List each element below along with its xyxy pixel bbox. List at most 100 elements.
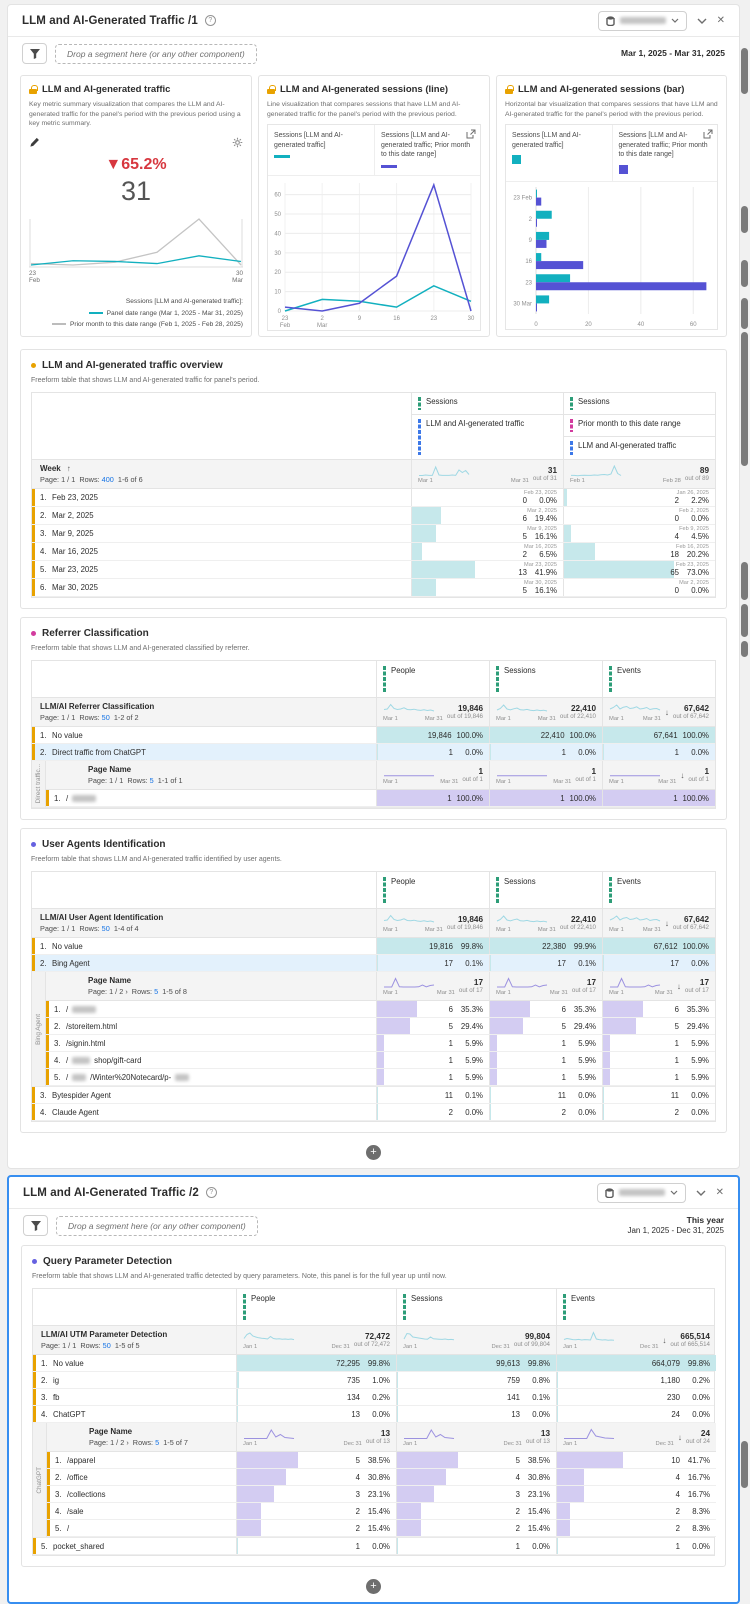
table-cell[interactable]: 1,180 0.2%	[556, 1372, 716, 1389]
table-cell[interactable]: 5 29.4%	[376, 1018, 489, 1034]
row-label[interactable]: 1. /	[46, 790, 376, 806]
row-label[interactable]: 4./sale	[47, 1503, 236, 1520]
segment-dropzone[interactable]: Drop a segment here (or any other compon…	[55, 43, 257, 64]
table-cell[interactable]: 4 16.7%	[556, 1469, 716, 1486]
table-cell[interactable]: 99,613 99.8%	[396, 1355, 556, 1372]
report-suite-dropdown[interactable]	[596, 1182, 686, 1203]
rows-count-link[interactable]: 5	[149, 776, 154, 785]
column-total-cell[interactable]: Mar 1 Mar 31 1 out of 1	[376, 761, 489, 789]
table-cell[interactable]: Mar 2, 2025 0 0.0%	[563, 579, 715, 597]
scrollbar-thumb[interactable]	[741, 641, 748, 657]
table-cell[interactable]: 1 0.0%	[489, 744, 602, 760]
table-cell[interactable]: 24 0.0%	[556, 1406, 716, 1423]
edit-pencil-icon[interactable]	[29, 137, 40, 148]
sort-descending-icon[interactable]: ↓	[677, 1432, 682, 1442]
add-visualization-button[interactable]: +	[366, 1145, 381, 1160]
table-cell[interactable]: 11 0.1%	[376, 1087, 489, 1103]
legend-item-current[interactable]: Sessions [LLM and AI-generated traffic]	[268, 125, 374, 174]
table-cell[interactable]: 17 0.0%	[602, 955, 715, 971]
table-cell[interactable]: 11 0.0%	[489, 1087, 602, 1103]
table-cell[interactable]: 2 0.0%	[602, 1104, 715, 1120]
table-pager[interactable]: Page: 1 / 1 Rows: 400 1-6 of 6	[40, 475, 143, 484]
sort-descending-icon[interactable]: ↓	[680, 770, 685, 780]
table-cell[interactable]: 13 0.0%	[396, 1406, 556, 1423]
table-cell[interactable]: 1 0.0%	[376, 744, 489, 760]
row-label[interactable]: 4. / shop/gift-card	[46, 1052, 376, 1068]
dimension-name[interactable]: LLM/AI User Agent Identification	[40, 913, 164, 922]
table-cell[interactable]: 735 1.0%	[236, 1372, 396, 1389]
table-cell[interactable]: 1 5.9%	[376, 1069, 489, 1085]
table-cell[interactable]: 19,816 99.8%	[376, 938, 489, 954]
line-chart[interactable]: 0 10 20 30 40 50 60 23 Feb 2 Mar 9 16 23 30	[268, 176, 480, 330]
dimension-name[interactable]: LLM/AI Referrer Classification	[40, 702, 155, 711]
row-label[interactable]: 3./collections	[47, 1486, 236, 1503]
row-label[interactable]: 5. Mar 23, 2025	[32, 561, 411, 579]
column-total-cell[interactable]: Mar 1 Mar 31 19,846 out of 19,846	[376, 909, 489, 937]
nested-table-row[interactable]: 1./apparel 5 38.5% 5 38.5% 10 41.7%	[47, 1452, 716, 1470]
table-cell[interactable]: 2 15.4%	[236, 1503, 396, 1520]
table-cell[interactable]: 1 5.9%	[602, 1069, 715, 1085]
close-icon[interactable]: ✕	[715, 1187, 724, 1198]
row-label[interactable]: 5. //Winter%20Notecard/p-	[46, 1069, 376, 1085]
table-row[interactable]: 4. Claude Agent 2 0.0% 2 0.0% 2 0.0%	[32, 1104, 715, 1121]
row-label[interactable]: 3. fb	[33, 1389, 236, 1406]
row-label[interactable]: 2. Direct traffic from ChatGPT	[32, 744, 376, 760]
column-total-cell[interactable]: Mar 1 Mar 31 22,410 out of 22,410	[489, 909, 602, 937]
panel-date-range[interactable]: This year Jan 1, 2025 - Dec 31, 2025	[627, 1215, 724, 1236]
table-cell[interactable]: 67,641 100.0%	[602, 727, 715, 743]
dimension-name[interactable]: LLM/AI UTM Parameter Detection	[41, 1330, 168, 1340]
column-total-cell[interactable]: Feb 1 Feb 28 89 out of 89	[563, 460, 715, 488]
collapse-panel-icon[interactable]	[697, 18, 707, 24]
table-cell[interactable]: Feb 23, 2025 65 73.0%	[563, 561, 715, 579]
table-cell[interactable]: 1 0.0%	[236, 1538, 396, 1555]
rows-count-link[interactable]: 5	[155, 1438, 160, 1448]
table-pager[interactable]: Page: 1 / 1 Rows: 50 1-5 of 5	[41, 1341, 140, 1351]
scrollbar-thumb[interactable]	[741, 562, 748, 600]
row-label[interactable]: 1. Feb 23, 2025	[32, 489, 411, 507]
rows-count-link[interactable]: 5	[154, 987, 159, 996]
table-row[interactable]: 2. ig 735 1.0% 759 0.8% 1,180 0.2%	[33, 1372, 716, 1390]
column-total-cell[interactable]: Mar 1 Mar 31 19,846 out of 19,846	[376, 698, 489, 726]
table-cell[interactable]: 759 0.8%	[396, 1372, 556, 1389]
table-pager[interactable]: Page: 1 / 1 Rows: 50 1-4 of 4	[40, 924, 139, 933]
row-label[interactable]: 1. No value	[32, 727, 376, 743]
row-label[interactable]: 4. ChatGPT	[33, 1406, 236, 1423]
table-cell[interactable]: 230 0.0%	[556, 1389, 716, 1406]
column-total-cell[interactable]: Jan 1 Dec 31 13 out of 13	[396, 1423, 556, 1452]
segment-filter-button[interactable]	[23, 1215, 48, 1237]
table-cell[interactable]: 5 29.4%	[602, 1018, 715, 1034]
column-total-cell[interactable]: Mar 1 Mar 31 31 out of 31	[411, 460, 563, 488]
table-cell[interactable]: 4 16.7%	[556, 1486, 716, 1503]
table-cell[interactable]: Mar 9, 2025 5 16.1%	[411, 525, 563, 543]
table-row[interactable]: 4. Mar 16, 2025 Mar 16, 2025 2 6.5% Feb 16, 2…	[32, 543, 715, 561]
nested-table-row[interactable]: 1./6 35.3% 6 35.3% 6 35.3%	[46, 1001, 715, 1018]
legend-item-current[interactable]: Panel date range (Mar 1, 2025 - Mar 31, …	[29, 308, 243, 319]
row-label[interactable]: 4. Mar 16, 2025	[32, 543, 411, 561]
export-icon[interactable]	[703, 129, 713, 139]
table-row[interactable]: 4. ChatGPT 13 0.0% 13 0.0% 24 0.0%	[33, 1406, 716, 1424]
table-cell[interactable]: 664,079 99.8%	[556, 1355, 716, 1372]
legend-item-prior[interactable]: Prior month to this date range (Feb 1, 2…	[29, 319, 243, 330]
table-pager[interactable]: Page: 1 / 1 Rows: 5 1-1 of 1	[88, 776, 183, 785]
table-cell[interactable]: 1 5.9%	[602, 1052, 715, 1068]
table-cell[interactable]: 6 35.3%	[602, 1001, 715, 1017]
nested-table-row[interactable]: 4./sale 2 15.4% 2 15.4% 2 8.3%	[47, 1503, 716, 1521]
table-row[interactable]: 1. No value 19,816 99.8% 22,380 99.9% 67,612 10…	[32, 938, 715, 955]
legend-item-current[interactable]: Sessions [LLM and AI-generated traffic]	[506, 125, 612, 181]
table-cell[interactable]: Feb 2, 2025 0 0.0%	[563, 507, 715, 525]
table-cell[interactable]: 2 0.0%	[489, 1104, 602, 1120]
table-cell[interactable]: Feb 16, 2025 18 20.2%	[563, 543, 715, 561]
table-cell[interactable]: 3 23.1%	[236, 1486, 396, 1503]
column-total-cell[interactable]: Mar 1 Mar 31 ↓ 67,642 out of 67,642	[602, 698, 715, 726]
add-visualization-button[interactable]: +	[366, 1579, 381, 1595]
nested-table-row[interactable]: 2./storeitem.html 5 29.4% 5 29.4% 5 29.4%	[46, 1018, 715, 1035]
row-label[interactable]: 4. Claude Agent	[32, 1104, 376, 1120]
table-cell[interactable]: 1 0.0%	[602, 744, 715, 760]
table-cell[interactable]: 1 0.0%	[556, 1538, 716, 1555]
dimension-name[interactable]: Page Name	[88, 765, 132, 774]
scrollbar-thumb[interactable]	[741, 206, 748, 233]
table-pager[interactable]: Page: 1 / 2 › Rows: 5 1-5 of 7	[89, 1438, 188, 1448]
column-total-cell[interactable]: Jan 1 Dec 31 ↓ 665,514 out of 665,514	[556, 1326, 716, 1355]
scrollbar-track[interactable]	[741, 4, 749, 1488]
nested-table-row[interactable]: 3./collections 3 23.1% 3 23.1% 4 16.7%	[47, 1486, 716, 1504]
